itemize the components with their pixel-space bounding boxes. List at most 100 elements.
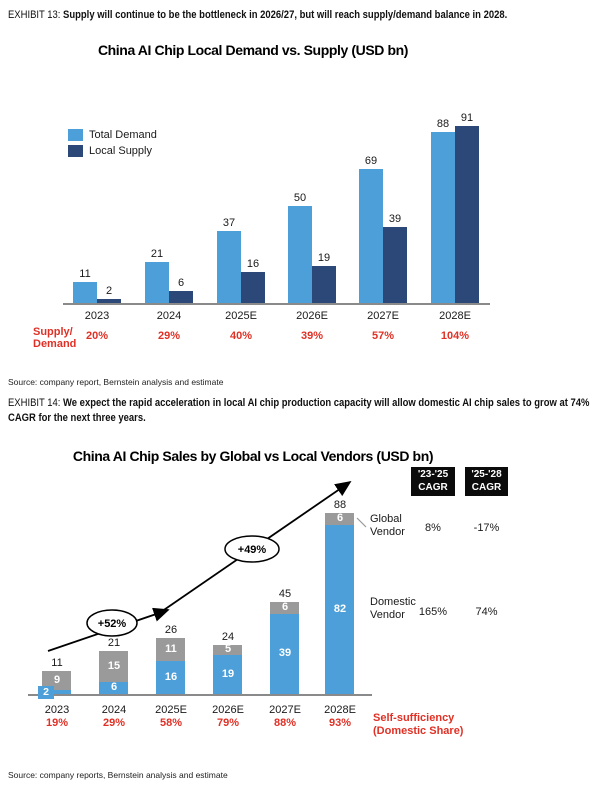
chart2-category-label: 2026E — [212, 704, 244, 716]
local-supply-bar — [241, 272, 265, 303]
self-sufficiency-line2: (Domestic Share) — [373, 725, 464, 737]
global-segment-label: 6 — [336, 512, 344, 524]
domestic-segment-label: 39 — [278, 647, 292, 659]
self-sufficiency-value: 93% — [328, 717, 352, 729]
global-vendor-bar — [156, 638, 185, 661]
growth-trend-overlay: +52% +49% — [47, 480, 367, 652]
domestic-segment-label: 6 — [110, 681, 118, 693]
supply-demand-ratio-value: 57% — [371, 330, 395, 342]
domestic-vendor-bar — [99, 682, 128, 694]
exhibit13-text: Supply will continue to be the bottlenec… — [63, 9, 508, 21]
growth-annotation-49: +49% — [238, 544, 267, 556]
local-supply-bar — [383, 227, 407, 303]
domestic-vendor-bar — [42, 690, 71, 694]
supply-demand-label-line2: Demand — [33, 338, 77, 350]
global-vendor-line2: Vendor — [370, 526, 405, 538]
local-supply-value-label: 19 — [317, 252, 331, 264]
exhibit13-heading: EXHIBIT 13: Supply will continue to be t… — [8, 9, 507, 23]
domestic-vendor-line2: Vendor — [370, 609, 405, 621]
legend-row-demand: Total Demand — [68, 129, 157, 141]
domestic-vendor-line1: Domestic — [370, 596, 416, 608]
global-vendor-bar — [325, 513, 354, 525]
total-demand-value-label: 88 — [436, 118, 450, 130]
chart2-title: China AI Chip Sales by Global vs Local V… — [72, 448, 434, 464]
cagr-header2-line2: CAGR — [471, 482, 502, 493]
local-supply-value-label: 39 — [388, 213, 402, 225]
supply-demand-ratio-value: 104% — [440, 330, 470, 342]
global-vendor-bar — [42, 671, 71, 690]
global-vendor-bar — [213, 645, 242, 655]
stack-total-label: 26 — [164, 624, 178, 636]
domestic-segment-label: 19 — [221, 667, 235, 680]
domestic-vendor-bar — [213, 655, 242, 694]
global-vendor-bar — [270, 602, 299, 614]
stack-total-label: 88 — [333, 499, 347, 511]
legend-swatch-supply — [68, 145, 83, 157]
domestic-segment-label: 82 — [333, 602, 347, 615]
supply-demand-row-label: Supply/ Demand — [33, 326, 76, 350]
chart1-legend: Total Demand Local Supply — [68, 129, 157, 161]
domestic-vendor-bar — [156, 661, 185, 694]
chart1-category-label: 2025E — [225, 310, 257, 322]
chart1-category-label: 2027E — [367, 310, 399, 322]
chart2-category-label: 2025E — [155, 704, 187, 716]
global-vendor-cagr-25-28: -17% — [473, 522, 500, 534]
self-sufficiency-label: Self-sufficiency (Domestic Share) — [373, 712, 463, 738]
self-sufficiency-value: 29% — [102, 717, 126, 729]
cagr-header1-line1: '23-'25 — [417, 469, 449, 480]
global-segment-label: 6 — [281, 601, 289, 613]
exhibit14-label: EXHIBIT 14: — [8, 397, 61, 409]
domestic-vendor-bar — [270, 614, 299, 694]
domestic-vendor-cagr-23-25: 165% — [418, 606, 448, 618]
stack-total-label: 45 — [278, 588, 292, 600]
growth-ellipse-49 — [224, 535, 280, 563]
total-demand-value-label: 21 — [150, 248, 164, 260]
total-demand-bar — [145, 262, 169, 303]
self-sufficiency-value: 79% — [216, 717, 240, 729]
global-segment-label: 11 — [165, 642, 177, 655]
chart2-category-label: 2024 — [101, 704, 127, 716]
cagr-header2-line1: '25-'28 — [471, 469, 502, 480]
local-supply-bar — [169, 291, 193, 303]
cagr-header-25-28: '25-'28 CAGR — [465, 467, 508, 496]
chart1-source: Source: company report, Bernstein analys… — [8, 377, 224, 387]
legend-row-supply: Local Supply — [68, 145, 157, 157]
chart2-category-label: 2027E — [269, 704, 301, 716]
self-sufficiency-line1: Self-sufficiency — [373, 712, 455, 724]
global-segment-label: 15 — [107, 659, 121, 672]
total-demand-bar — [359, 169, 383, 303]
supply-demand-ratio-value: 39% — [300, 330, 324, 342]
stack-total-label: 21 — [107, 637, 121, 649]
exhibit14-text: We expect the rapid acceleration in loca… — [8, 397, 590, 424]
cagr-header1-line2: CAGR — [418, 482, 448, 493]
legend-label-supply: Local Supply — [89, 145, 152, 157]
self-sufficiency-value: 58% — [159, 717, 183, 729]
local-supply-value-label: 16 — [246, 258, 260, 270]
supply-demand-ratio-value: 20% — [85, 330, 109, 342]
global-vendor-label: Global Vendor — [370, 513, 405, 539]
global-vendor-line1: Global — [370, 513, 402, 525]
supply-demand-ratio-value: 40% — [229, 330, 253, 342]
local-supply-value-label: 6 — [177, 277, 185, 289]
total-demand-value-label: 11 — [79, 268, 91, 280]
stack-total-label: 24 — [221, 631, 235, 643]
exhibit14-heading: EXHIBIT 14: We expect the rapid accelera… — [8, 396, 600, 425]
legend-label-demand: Total Demand — [89, 129, 157, 141]
legend-swatch-demand — [68, 129, 83, 141]
supply-demand-ratio-value: 29% — [157, 330, 181, 342]
self-sufficiency-value: 88% — [273, 717, 297, 729]
global-vendor-bar — [99, 651, 128, 682]
chart1-category-label: 2028E — [439, 310, 471, 322]
global-vendor-cagr-23-25: 8% — [425, 522, 441, 534]
domestic-vendor-label: Domestic Vendor — [370, 596, 416, 622]
global-segment-label: 5 — [224, 643, 232, 655]
local-supply-bar — [97, 299, 121, 303]
cagr-header-23-25: '23-'25 CAGR — [411, 467, 455, 496]
chart1-category-label: 2026E — [296, 310, 328, 322]
chart2-category-label: 2028E — [324, 704, 356, 716]
chart1-category-label: 2024 — [156, 310, 182, 322]
total-demand-bar — [217, 231, 241, 303]
total-demand-bar — [431, 132, 455, 303]
supply-demand-label-line1: Supply/ — [33, 326, 73, 338]
exhibit13-label: EXHIBIT 13: — [8, 9, 61, 21]
